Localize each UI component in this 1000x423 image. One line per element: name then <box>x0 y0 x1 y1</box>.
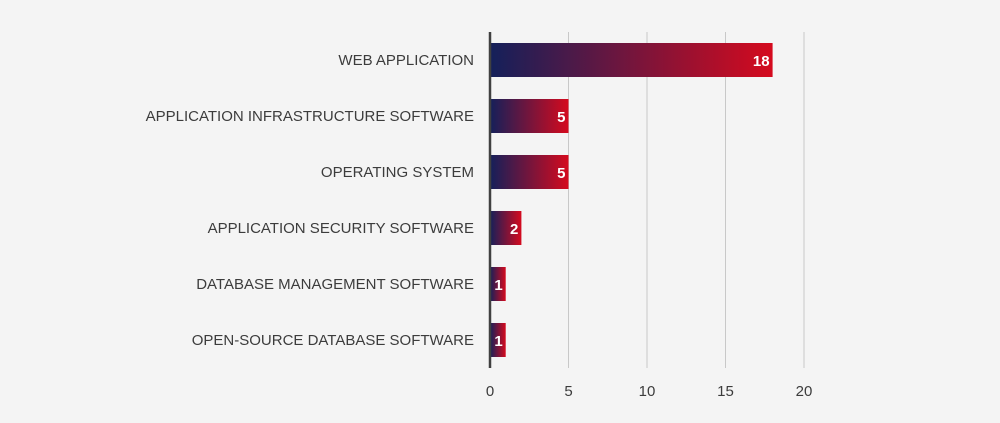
bar-0 <box>490 43 773 77</box>
data-label: 1 <box>494 277 502 294</box>
grid-lines <box>568 32 805 368</box>
data-label: 2 <box>510 221 518 238</box>
bar-4 <box>490 267 506 301</box>
category-label: OPEN-SOURCE DATABASE SOFTWARE <box>192 332 474 349</box>
data-label: 5 <box>557 109 565 126</box>
bars <box>490 43 773 357</box>
x-tick-label: 0 <box>486 383 494 400</box>
category-label: APPLICATION SECURITY SOFTWARE <box>208 220 474 237</box>
x-tick-label: 20 <box>796 383 813 400</box>
data-label: 5 <box>557 165 565 182</box>
bar-1 <box>490 99 569 133</box>
category-label: OPERATING SYSTEM <box>321 164 474 181</box>
data-label: 18 <box>753 53 770 70</box>
category-label: WEB APPLICATION <box>338 52 474 69</box>
category-label: APPLICATION INFRASTRUCTURE SOFTWARE <box>146 108 474 125</box>
data-label: 1 <box>494 333 502 350</box>
x-tick-label: 5 <box>564 383 572 400</box>
bar-3 <box>490 211 522 245</box>
category-labels: WEB APPLICATION APPLICATION INFRASTRUCTUR… <box>146 52 474 349</box>
category-label: DATABASE MANAGEMENT SOFTWARE <box>196 276 474 293</box>
bar-5 <box>490 323 506 357</box>
bar-2 <box>490 155 569 189</box>
data-labels: 18 5 5 2 1 1 <box>494 53 769 350</box>
x-tick-label: 10 <box>639 383 656 400</box>
x-tick-label: 15 <box>717 383 734 400</box>
x-tick-labels: 0 5 10 15 20 <box>486 383 813 400</box>
